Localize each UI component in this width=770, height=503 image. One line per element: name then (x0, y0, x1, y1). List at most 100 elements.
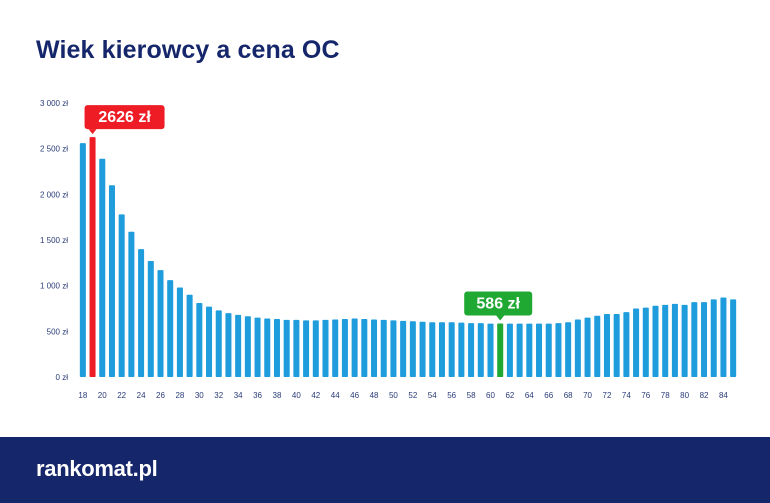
bar-age-25 (147, 261, 154, 377)
bar-age-39 (283, 319, 290, 377)
x-tick-label: 40 (292, 391, 301, 400)
bar-age-21 (108, 185, 115, 377)
bar-age-60 (487, 323, 494, 377)
bar-age-68 (565, 322, 572, 377)
bar-age-73 (613, 313, 620, 377)
x-tick-label: 56 (447, 391, 456, 400)
bar-age-24 (138, 249, 145, 377)
x-tick-label: 44 (331, 391, 340, 400)
bar-age-23 (128, 231, 135, 377)
bar-age-55 (438, 322, 445, 377)
bar-age-80 (681, 304, 688, 377)
x-tick-label: 54 (428, 391, 437, 400)
bar-age-69 (574, 319, 581, 377)
callout-pointer (496, 315, 505, 321)
bar-age-65 (536, 323, 543, 377)
x-tick-label: 46 (350, 391, 359, 400)
x-tick-label: 78 (661, 391, 670, 400)
bar-age-28 (176, 287, 183, 377)
callout-box (464, 291, 533, 316)
x-tick-label: 18 (78, 391, 87, 400)
bar-age-51 (400, 320, 407, 377)
x-tick-label: 26 (156, 391, 165, 400)
y-tick-label: 1 000 zł (40, 282, 68, 291)
bar-age-44 (332, 319, 339, 377)
x-tick-label: 22 (117, 391, 126, 400)
bar-age-40 (293, 319, 300, 377)
bar-age-70 (584, 317, 591, 377)
bar-age-78 (662, 304, 669, 377)
callout-box (84, 105, 165, 130)
bar-age-43 (322, 319, 329, 377)
bar-age-85 (730, 299, 737, 377)
x-tick-label: 48 (370, 391, 379, 400)
bar-age-32 (215, 310, 222, 377)
callout-pointer (88, 129, 97, 135)
bar-age-54 (429, 322, 436, 377)
bar-age-30 (196, 303, 203, 377)
bar-age-52 (409, 321, 416, 377)
rankomat-logo[interactable]: rankomat.pl (36, 456, 158, 481)
callout-min: 586 zł (464, 291, 533, 321)
bar-age-81 (691, 302, 698, 377)
bar-age-26 (157, 270, 164, 377)
x-tick-label: 68 (564, 391, 573, 400)
bar-age-72 (603, 313, 610, 377)
x-tick-label: 50 (389, 391, 398, 400)
x-tick-label: 30 (195, 391, 204, 400)
bar-age-18 (79, 143, 86, 377)
x-tick-label: 52 (408, 391, 417, 400)
bar-age-61 (497, 323, 504, 377)
callout-max: 2626 zł (84, 105, 165, 135)
bar-age-41 (303, 320, 310, 377)
bar-age-59 (477, 323, 484, 377)
bar-age-57 (458, 322, 465, 377)
x-tick-label: 74 (622, 391, 631, 400)
bar-age-37 (264, 318, 271, 377)
y-tick-label: 2 500 zł (40, 145, 68, 154)
x-tick-label: 66 (544, 391, 553, 400)
x-tick-label: 20 (98, 391, 107, 400)
bar-age-67 (555, 323, 562, 377)
bar-age-71 (594, 315, 601, 377)
x-tick-label: 24 (137, 391, 146, 400)
x-tick-label: 32 (214, 391, 223, 400)
footer: rankomat.pl (0, 437, 770, 503)
bar-age-53 (419, 321, 426, 377)
x-tick-label: 34 (234, 391, 243, 400)
y-tick-label: 1 500 zł (40, 236, 68, 245)
bar-age-63 (516, 323, 523, 377)
bar-age-48 (371, 319, 378, 377)
x-tick-label: 80 (680, 391, 689, 400)
x-tick-label: 82 (700, 391, 709, 400)
x-tick-label: 38 (273, 391, 282, 400)
x-tick-label: 84 (719, 391, 728, 400)
callout-label: 2626 zł (98, 109, 151, 126)
bar-age-77 (652, 305, 659, 377)
x-tick-label: 28 (175, 391, 184, 400)
x-tick-label: 70 (583, 391, 592, 400)
bar-age-75 (633, 308, 640, 377)
y-tick-label: 3 000 zł (40, 99, 68, 108)
bar-age-74 (623, 312, 630, 377)
bar-age-84 (720, 297, 727, 377)
bar-age-31 (206, 306, 213, 377)
bar-age-49 (380, 319, 387, 377)
bar-chart: 0 zł 500 zł 1 000 zł 1 500 zł 2 000 zł 2 500 … (40, 99, 737, 400)
bar-age-47 (361, 319, 368, 377)
callout-label: 586 zł (476, 295, 520, 312)
bar-age-35 (244, 316, 251, 377)
x-tick-label: 60 (486, 391, 495, 400)
bar-age-19 (89, 137, 96, 377)
bar-age-38 (273, 319, 280, 377)
bar-age-66 (545, 323, 552, 377)
bar-age-50 (390, 320, 397, 377)
y-tick-label: 2 000 zł (40, 190, 68, 199)
x-tick-label: 58 (467, 391, 476, 400)
chart-title: Wiek kierowcy a cena OC (36, 36, 340, 64)
bar-age-22 (118, 214, 125, 377)
bar-age-62 (506, 323, 513, 377)
bar-age-34 (235, 314, 242, 377)
bar-age-79 (671, 303, 678, 377)
bar-age-20 (99, 158, 106, 377)
